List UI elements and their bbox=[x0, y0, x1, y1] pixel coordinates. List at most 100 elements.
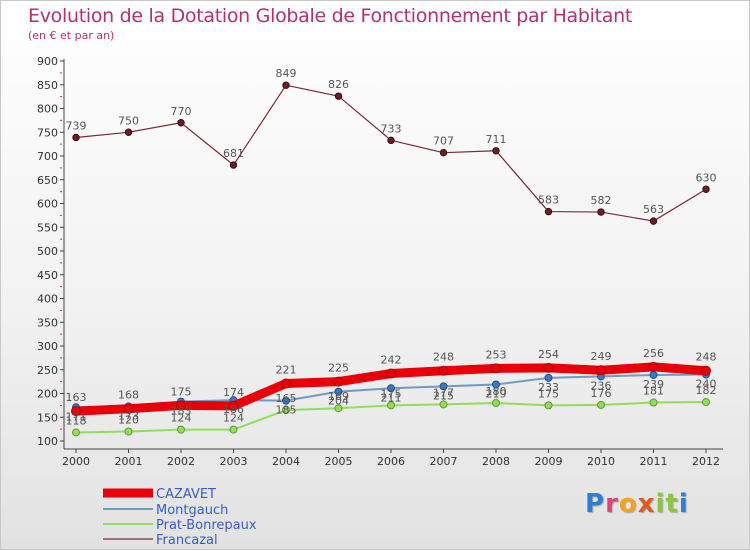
x-tick-label: 2011 bbox=[640, 455, 668, 468]
data-point-montgauch bbox=[439, 382, 448, 391]
y-tick-label: 450 bbox=[37, 269, 58, 282]
data-label-francazal: 681 bbox=[223, 147, 244, 160]
y-tick-label: 100 bbox=[37, 435, 58, 448]
x-tick-label: 2012 bbox=[692, 455, 720, 468]
y-tick-label: 300 bbox=[37, 340, 58, 353]
series-francazal bbox=[72, 81, 710, 225]
data-point-francazal bbox=[439, 148, 448, 157]
data-point-prat-bonrepaux bbox=[649, 398, 658, 407]
y-tick-label: 650 bbox=[37, 174, 58, 187]
data-label-montgauch: 211 bbox=[381, 391, 402, 404]
data-point-prat-bonrepaux bbox=[334, 404, 343, 413]
data-label-cazavet: 256 bbox=[643, 347, 664, 360]
data-point-prat-bonrepaux bbox=[177, 425, 185, 434]
data-label-cazavet: 248 bbox=[433, 351, 454, 364]
series-prat-bonrepaux bbox=[72, 398, 710, 437]
x-tick-label: 2000 bbox=[62, 455, 90, 468]
data-point-montgauch bbox=[282, 396, 290, 405]
y-tick-label: 350 bbox=[37, 316, 58, 329]
legend-item-francazal: Francazal bbox=[103, 533, 218, 548]
data-label-francazal: 750 bbox=[118, 114, 139, 127]
data-label-montgauch: 239 bbox=[643, 378, 664, 391]
logo-letter: o bbox=[618, 489, 638, 519]
data-label-prat-bonrepaux: 175 bbox=[538, 387, 559, 400]
logo-letter: i bbox=[655, 489, 666, 519]
y-tick-label: 150 bbox=[37, 411, 58, 424]
data-label-cazavet: 163 bbox=[66, 391, 87, 404]
data-label-cazavet: 254 bbox=[538, 348, 559, 361]
data-label-montgauch: 233 bbox=[538, 381, 559, 394]
x-tick-label: 2004 bbox=[272, 455, 300, 468]
data-point-francazal bbox=[282, 81, 290, 89]
data-point-cazavet bbox=[386, 368, 396, 379]
x-tick-label: 2002 bbox=[167, 455, 195, 468]
data-label-montgauch: 173 bbox=[118, 409, 139, 422]
data-point-cazavet bbox=[71, 406, 81, 417]
x-tick-label: 2006 bbox=[377, 455, 405, 468]
data-label-cazavet: 175 bbox=[171, 385, 192, 398]
data-label-francazal: 563 bbox=[643, 203, 664, 216]
y-tick-label: 500 bbox=[37, 245, 58, 258]
data-label-montgauch: 236 bbox=[591, 379, 612, 392]
data-point-francazal bbox=[649, 217, 658, 225]
data-label-francazal: 849 bbox=[276, 67, 297, 80]
x-tick-label: 2008 bbox=[482, 455, 510, 468]
data-label-cazavet: 248 bbox=[696, 351, 717, 364]
data-label-cazavet: 221 bbox=[276, 364, 297, 377]
data-point-cazavet bbox=[543, 362, 554, 373]
logo-letter: r bbox=[605, 489, 619, 519]
data-label-francazal: 711 bbox=[486, 133, 507, 146]
data-point-cazavet bbox=[648, 361, 659, 372]
data-label-cazavet: 242 bbox=[381, 354, 402, 367]
legend-item-cazavet: CAZAVET bbox=[103, 487, 216, 502]
legend-label-montgauch: Montgauch bbox=[156, 503, 228, 518]
data-label-francazal: 826 bbox=[328, 78, 349, 91]
y-tick-label: 700 bbox=[37, 150, 58, 163]
legend-label-cazavet: CAZAVET bbox=[156, 487, 216, 502]
y-tick-label: 750 bbox=[37, 126, 58, 139]
data-label-prat-bonrepaux: 169 bbox=[328, 390, 349, 403]
data-point-francazal bbox=[72, 133, 80, 142]
data-point-prat-bonrepaux bbox=[387, 401, 395, 410]
data-point-prat-bonrepaux bbox=[544, 401, 553, 410]
data-label-cazavet: 253 bbox=[486, 348, 507, 361]
y-tick-label: 900 bbox=[37, 55, 58, 68]
legend-item-prat-bonrepaux: Prat-Bonrepaux bbox=[103, 518, 257, 533]
series-cazavet bbox=[71, 361, 711, 417]
legend-label-prat-bonrepaux: Prat-Bonrepaux bbox=[156, 518, 257, 533]
y-tick-label: 400 bbox=[37, 293, 58, 306]
data-point-prat-bonrepaux bbox=[597, 400, 605, 409]
data-point-cazavet bbox=[176, 400, 186, 411]
data-label-montgauch: 219 bbox=[486, 387, 507, 400]
x-tick-label: 2010 bbox=[587, 455, 615, 468]
data-point-montgauch bbox=[544, 373, 553, 382]
data-label-francazal: 582 bbox=[591, 194, 612, 207]
data-point-francazal bbox=[544, 207, 553, 216]
data-label-prat-bonrepaux: 124 bbox=[171, 412, 192, 425]
data-point-montgauch bbox=[387, 384, 395, 393]
data-point-francazal bbox=[387, 136, 395, 145]
data-point-cazavet bbox=[333, 376, 344, 387]
logo-letter: i bbox=[678, 489, 689, 519]
data-label-francazal: 707 bbox=[433, 135, 454, 148]
data-point-montgauch bbox=[334, 387, 343, 396]
data-label-montgauch: 240 bbox=[696, 378, 717, 391]
data-point-cazavet bbox=[123, 403, 134, 414]
data-label-montgauch: 215 bbox=[433, 389, 454, 402]
data-label-montgauch: 204 bbox=[328, 395, 349, 408]
data-point-cazavet bbox=[438, 365, 449, 376]
legend-label-francazal: Francazal bbox=[156, 533, 218, 548]
data-point-prat-bonrepaux bbox=[282, 406, 290, 415]
y-tick-label: 250 bbox=[37, 364, 58, 377]
data-point-cazavet bbox=[281, 378, 291, 389]
data-label-montgauch: 185 bbox=[276, 404, 297, 417]
proxiti-logo: Proxiti bbox=[585, 489, 689, 519]
data-point-prat-bonrepaux bbox=[439, 400, 448, 409]
chart-title: Evolution de la Dotation Globale de Fonc… bbox=[28, 5, 633, 27]
data-point-cazavet bbox=[228, 400, 239, 411]
x-tick-label: 2001 bbox=[115, 455, 143, 468]
x-tick-label: 2007 bbox=[430, 455, 458, 468]
data-point-francazal bbox=[597, 208, 605, 216]
